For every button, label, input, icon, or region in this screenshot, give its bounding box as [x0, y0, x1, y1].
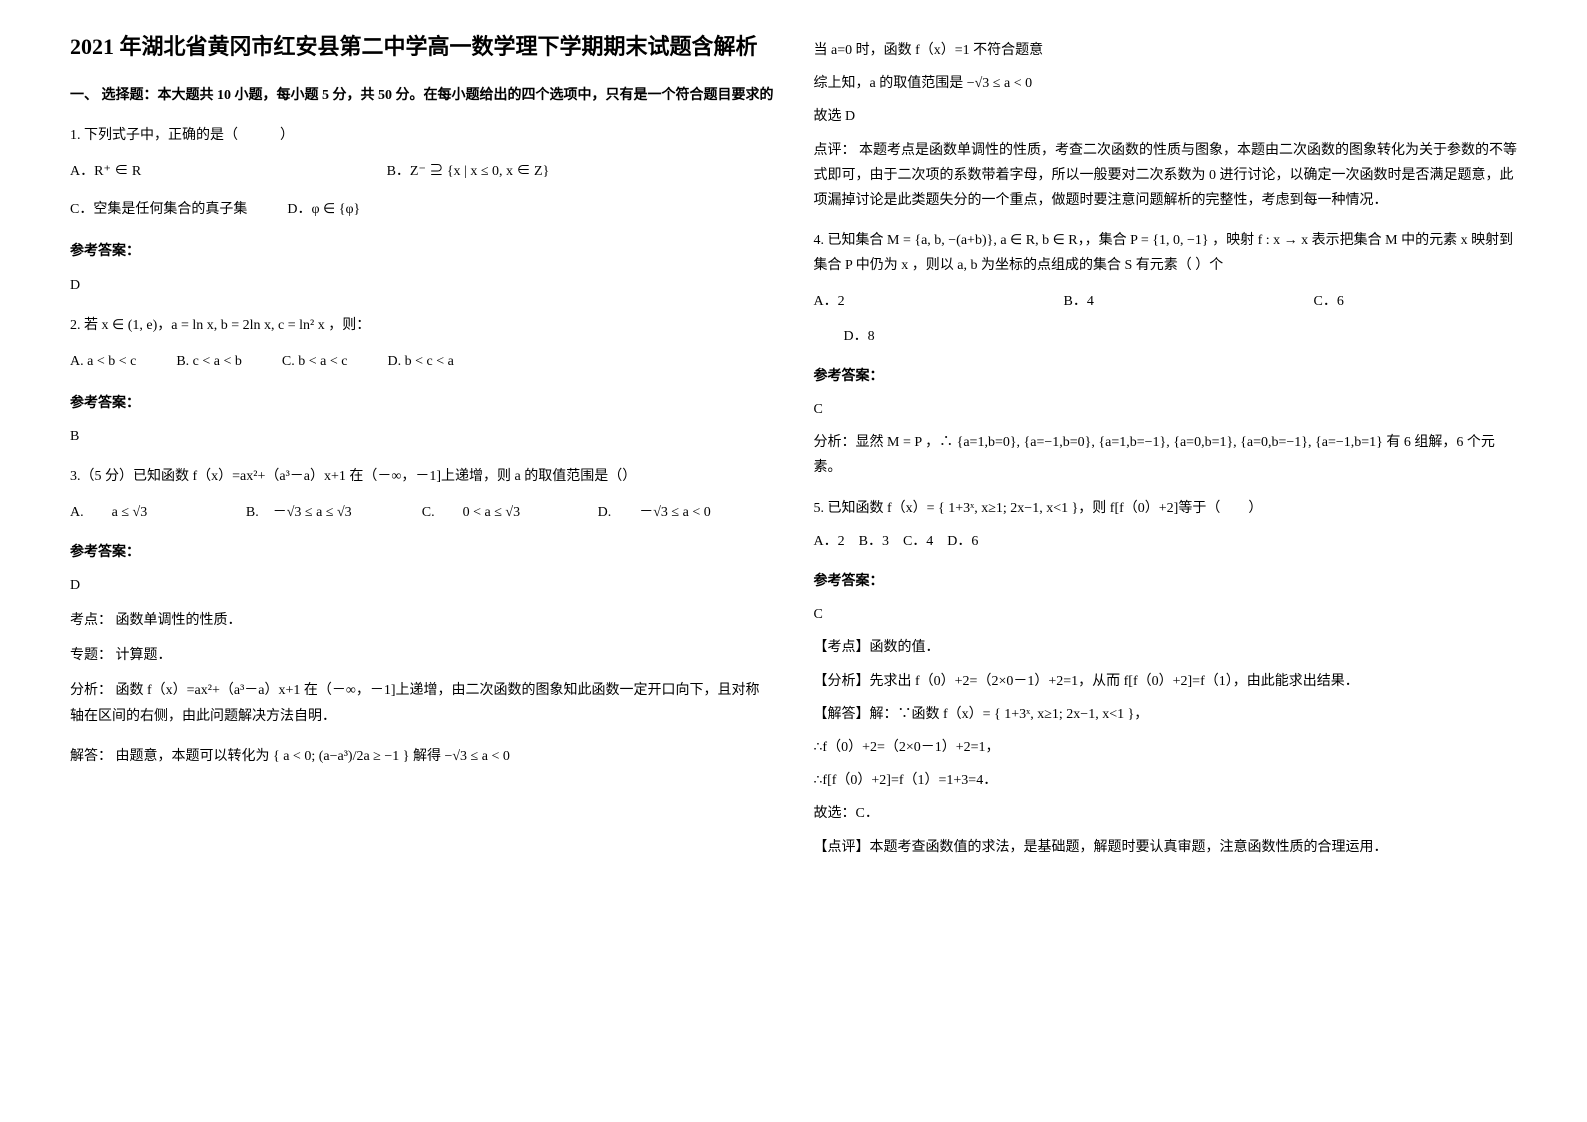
q3-optA: A. a ≤ √3: [70, 500, 246, 525]
q5-dianping: 【点评】本题考查函数值的求法，是基础题，解题时要认真审题，注意函数性质的合理运用…: [814, 835, 1518, 860]
q5-answer: C: [814, 602, 1518, 627]
document-title: 2021 年湖北省黄冈市红安县第二中学高一数学理下学期期末试题含解析: [70, 30, 774, 63]
q2-answer-label: 参考答案：: [70, 391, 774, 416]
q3-zhuanti: 专题： 计算题．: [70, 643, 774, 668]
q3-fenxi-text: 函数 f（x）=ax²+（a³－a）x+1 在（－∞，－1]上递增，由二次函数的…: [70, 683, 760, 723]
q3-text: 3.（5 分）已知函数 f（x）=ax²+（a³－a）x+1 在（－∞，－1]上…: [70, 464, 774, 489]
q3-answer-label: 参考答案：: [70, 540, 774, 565]
q2-optC: C. b < a < c: [282, 348, 348, 376]
q3-optD: D. －√3 ≤ a < 0: [598, 500, 774, 525]
q3-optB: B. －√3 ≤ a ≤ √3: [246, 500, 422, 525]
q5-fenxi: 【分析】先求出 f（0）+2=（2×0－1）+2=1，从而 f[f（0）+2]=…: [814, 669, 1518, 694]
q1-text: 1. 下列式子中，正确的是（ ）: [70, 123, 774, 148]
q1-optB: B．Z⁻ ⊇ {x | x ≤ 0, x ∈ Z}: [387, 158, 704, 186]
q4-answer-label: 参考答案：: [814, 364, 1518, 389]
q3-dianping: 点评： 本题考点是函数单调性的性质，考查二次函数的性质与图象，本题由二次函数的图…: [814, 138, 1518, 214]
q2-optD: D. b < c < a: [387, 348, 453, 376]
q2-answer: B: [70, 424, 774, 449]
q3-kaodian-text: 函数单调性的性质．: [116, 613, 242, 628]
q5-kaodian: 【考点】函数的值．: [814, 635, 1518, 660]
q3-zhuanti-label: 专题：: [70, 648, 112, 663]
q5-text: 5. 已知函数 f（x）= { 1+3ˣ, x≥1; 2x−1, x<1 }，则…: [814, 496, 1518, 521]
q5-jieda-l4: 故选：C．: [814, 801, 1518, 826]
section-header: 一、 选择题：本大题共 10 小题，每小题 5 分，共 50 分。在每小题给出的…: [70, 83, 774, 108]
q3-jieda-text: 由题意，本题可以转化为: [116, 749, 270, 764]
q5-jieda-l1: 【解答】解：∵函数 f（x）= { 1+3ˣ, x≥1; 2x−1, x<1 }…: [814, 702, 1518, 727]
q3-options: A. a ≤ √3 B. －√3 ≤ a ≤ √3 C. 0 < a ≤ √3 …: [70, 500, 774, 525]
q4-optA: A．2: [814, 289, 1014, 314]
question-1: 1. 下列式子中，正确的是（ ） A．R⁺ ∈ R B．Z⁻ ⊇ {x | x …: [70, 123, 774, 298]
q4-optB: B．4: [1064, 289, 1264, 314]
q3-answer: D: [70, 573, 774, 598]
question-4: 4. 已知集合 M = {a, b, −(a+b)}, a ∈ R, b ∈ R…: [814, 228, 1518, 481]
q3-kaodian: 考点： 函数单调性的性质．: [70, 608, 774, 633]
q4-answer: C: [814, 397, 1518, 422]
q3-col2-l1: 当 a=0 时，函数 f（x）=1 不符合题意: [814, 38, 1518, 63]
q2-optB: B. c < a < b: [176, 348, 242, 376]
q4-text: 4. 已知集合 M = {a, b, −(a+b)}, a ∈ R, b ∈ R…: [814, 228, 1518, 278]
q1-optD: D．φ ∈ {φ}: [287, 196, 360, 224]
q2-text: 2. 若 x ∈ (1, e)，a = ln x, b = 2ln x, c =…: [70, 313, 774, 338]
q1-options: A．R⁺ ∈ R B．Z⁻ ⊇ {x | x ≤ 0, x ∈ Z}: [70, 158, 774, 186]
q3-optC: C. 0 < a ≤ √3: [422, 500, 598, 525]
q5-jieda-l3: ∴f[f（0）+2]=f（1）=1+3=4．: [814, 768, 1518, 793]
q2-options: A. a < b < c B. c < a < b C. b < a < c D…: [70, 348, 774, 376]
q3-kaodian-label: 考点：: [70, 613, 112, 628]
q3-jieda-label: 解答：: [70, 749, 112, 764]
q1-answer-label: 参考答案：: [70, 239, 774, 264]
q4-fenxi: 分析：显然 M = P ，∴ {a=1,b=0}, {a=−1,b=0}, {a…: [814, 430, 1518, 480]
q1-optA: A．R⁺ ∈ R: [70, 158, 387, 186]
question-3: 3.（5 分）已知函数 f（x）=ax²+（a³－a）x+1 在（－∞，－1]上…: [70, 464, 774, 769]
q3-fenxi-label: 分析：: [70, 683, 112, 698]
q5-jieda-l2: ∴f（0）+2=（2×0－1）+2=1，: [814, 735, 1518, 760]
q3-fenxi: 分析： 函数 f（x）=ax²+（a³－a）x+1 在（－∞，－1]上递增，由二…: [70, 678, 774, 728]
q3-jieda-formula: { a < 0; (a−a³)/2a ≥ −1 } 解得 −√3 ≤ a < 0: [273, 749, 510, 764]
q5-opts: A．2 B．3 C．4 D．6: [814, 529, 1518, 554]
q4-optD: D．8: [844, 324, 1518, 349]
q2-optA: A. a < b < c: [70, 348, 136, 376]
q3-dianping-label: 点评：: [814, 143, 856, 158]
q1-answer: D: [70, 273, 774, 298]
question-2: 2. 若 x ∈ (1, e)，a = ln x, b = 2ln x, c =…: [70, 313, 774, 450]
q3-jieda: 解答： 由题意，本题可以转化为 { a < 0; (a−a³)/2a ≥ −1 …: [70, 744, 774, 769]
q4-optC: C．6: [1314, 289, 1344, 314]
q1-options-row2: C．空集是任何集合的真子集 D．φ ∈ {φ}: [70, 196, 774, 224]
q3-zhuanti-text: 计算题．: [116, 648, 172, 663]
right-column: 当 a=0 时，函数 f（x）=1 不符合题意 综上知，a 的取值范围是 −√3…: [794, 30, 1538, 1092]
q3-dianping-text: 本题考点是函数单调性的性质，考查二次函数的性质与图象，本题由二次函数的图象转化为…: [814, 143, 1518, 208]
q4-options: A．2 B．4 C．6: [814, 289, 1518, 314]
q3-col2-l3: 故选 D: [814, 104, 1518, 129]
q5-answer-label: 参考答案：: [814, 569, 1518, 594]
q1-optC: C．空集是任何集合的真子集: [70, 196, 247, 224]
question-5: 5. 已知函数 f（x）= { 1+3ˣ, x≥1; 2x−1, x<1 }，则…: [814, 496, 1518, 860]
left-column: 2021 年湖北省黄冈市红安县第二中学高一数学理下学期期末试题含解析 一、 选择…: [50, 30, 794, 1092]
q3-col2-l2: 综上知，a 的取值范围是 −√3 ≤ a < 0: [814, 71, 1518, 96]
